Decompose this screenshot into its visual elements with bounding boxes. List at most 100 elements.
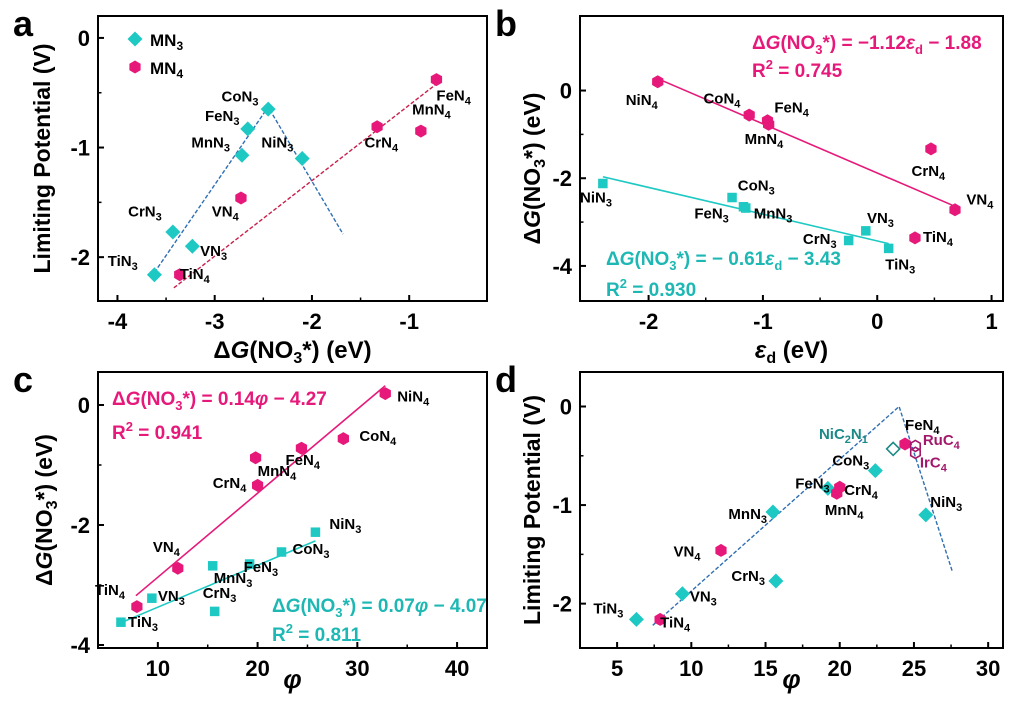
mn3-marker xyxy=(276,547,287,557)
mn3-marker xyxy=(209,606,220,617)
point-label: MnN3 xyxy=(191,135,230,155)
x-tick-label: 5 xyxy=(611,656,623,681)
mn3-marker xyxy=(918,507,934,523)
point-label: FeN3 xyxy=(694,206,728,226)
mn3-marker xyxy=(843,235,854,246)
point-label: VN4 xyxy=(153,539,181,559)
mn3-marker xyxy=(240,121,256,137)
x-axis-label: φ xyxy=(782,664,800,694)
point-label: MnN4 xyxy=(412,102,452,122)
panel-d: 5 10 15 20 25 30 0 -1 -2 d TiN3 VN3 CrN3 MnN3 FeN3CoN3… xyxy=(495,359,1004,694)
trend-line xyxy=(173,83,437,289)
y-axis-label: Limiting Potential (V) xyxy=(519,395,545,625)
y-tick-label: -1 xyxy=(70,136,90,161)
y-axis-label: ΔG(NO3*) (eV) xyxy=(31,434,61,586)
x-tick-label: 25 xyxy=(902,656,926,681)
fit-line-pink xyxy=(135,385,386,597)
point-label: VN3 xyxy=(690,589,717,609)
plot-frame xyxy=(97,15,488,302)
y-tick-label: -1 xyxy=(552,493,572,518)
mn4-marker xyxy=(250,451,262,465)
point-label: VN3 xyxy=(158,588,185,608)
plot-frame xyxy=(579,371,1004,649)
mn4-marker xyxy=(834,480,846,494)
x-axis-label: φ xyxy=(283,664,301,694)
x-tick-label: -4 xyxy=(108,309,128,334)
point-label: VN4 xyxy=(212,204,240,224)
y-tick-label: -2 xyxy=(552,166,572,191)
mn4-marker xyxy=(174,268,186,282)
point-label: VN3 xyxy=(200,243,227,263)
mn4-marker xyxy=(652,75,664,89)
point-label: CoN4 xyxy=(359,428,397,448)
point-label: VN4 xyxy=(674,543,702,563)
y-tick-label: -2 xyxy=(70,245,90,270)
mn3-marker xyxy=(260,101,276,117)
mn3-marker xyxy=(598,178,608,189)
point-label: RuC4 xyxy=(923,432,961,452)
point-label: FeN4 xyxy=(286,452,321,472)
y-tick-label: -4 xyxy=(552,254,572,279)
mn3-marker xyxy=(768,573,784,589)
point-label: FeN3 xyxy=(244,559,278,579)
point-label: CoN4 xyxy=(703,91,741,111)
mn3-marker xyxy=(184,238,200,254)
mn3-marker xyxy=(207,561,218,571)
mn4-marker xyxy=(654,612,666,626)
mn3-marker xyxy=(741,203,751,213)
fit-line-pink xyxy=(657,77,960,210)
x-tick-label: 10 xyxy=(679,656,703,681)
x-tick-label: 10 xyxy=(146,656,170,681)
mn4-marker xyxy=(743,108,755,122)
panel-label: b xyxy=(495,3,517,44)
point-label: MnN4 xyxy=(825,502,865,522)
x-tick-label: 20 xyxy=(245,656,269,681)
legend-label-mn4: MN4 xyxy=(150,59,183,81)
mn4-marker xyxy=(371,120,383,134)
mn4-marker xyxy=(337,432,349,446)
point-label: CrN3 xyxy=(731,568,765,588)
x-tick-label: 15 xyxy=(753,656,777,681)
volcano-line xyxy=(652,405,954,626)
fit-r2-pink: R2 = 0.941 xyxy=(112,419,203,444)
mn3-marker xyxy=(765,504,781,520)
point-label: FeN4 xyxy=(436,87,471,107)
x-tick-label: 30 xyxy=(976,656,1000,681)
mn3-marker xyxy=(727,192,737,203)
mn4-marker xyxy=(925,142,937,156)
point-label: NiC2N1 xyxy=(819,426,868,446)
plot-frame xyxy=(97,371,488,649)
fit-r2-pink: R2 = 0.745 xyxy=(752,57,843,82)
fit-r2-teal: R2 = 0.811 xyxy=(272,621,362,646)
point-label: TiN3 xyxy=(593,601,623,621)
fit-equation-teal: ΔG(NO3*) = − 0.61εd − 3.43 xyxy=(606,249,841,273)
mn4-marker xyxy=(715,543,727,557)
x-tick-label: -2 xyxy=(639,309,659,334)
point-label: TiN4 xyxy=(95,582,126,602)
point-label: MnN4 xyxy=(258,463,298,483)
point-label: CrN4 xyxy=(364,135,399,155)
point-label: IrC4 xyxy=(920,455,948,475)
point-label: FeN3 xyxy=(795,475,829,495)
y-tick-label: -4 xyxy=(70,633,90,658)
mn3-marker xyxy=(294,151,310,166)
y-axis-label: Limiting Potential (V) xyxy=(29,44,55,274)
point-label: NiN4 xyxy=(397,388,430,408)
point-label: CrN4 xyxy=(844,482,879,502)
point-label: TiN4 xyxy=(180,266,211,286)
mn4-marker xyxy=(252,478,264,492)
point-label: CrN4 xyxy=(912,163,947,183)
x-tick-label: -2 xyxy=(302,309,322,334)
point-label: TiN4 xyxy=(923,229,954,249)
mn3-marker xyxy=(867,463,883,479)
mn4-marker xyxy=(430,73,443,87)
mn4-marker xyxy=(949,203,961,217)
fit-equation-pink: ΔG(NO3*) = 0.14φ − 4.27 xyxy=(112,389,327,413)
legend-marker-mn3 xyxy=(127,31,143,47)
y-tick-label: 0 xyxy=(560,395,572,420)
legend-label-mn3: MN3 xyxy=(150,31,183,53)
point-label: CrN3 xyxy=(203,585,237,605)
mn3-marker xyxy=(146,267,162,283)
point-label: CoN3 xyxy=(738,178,775,198)
